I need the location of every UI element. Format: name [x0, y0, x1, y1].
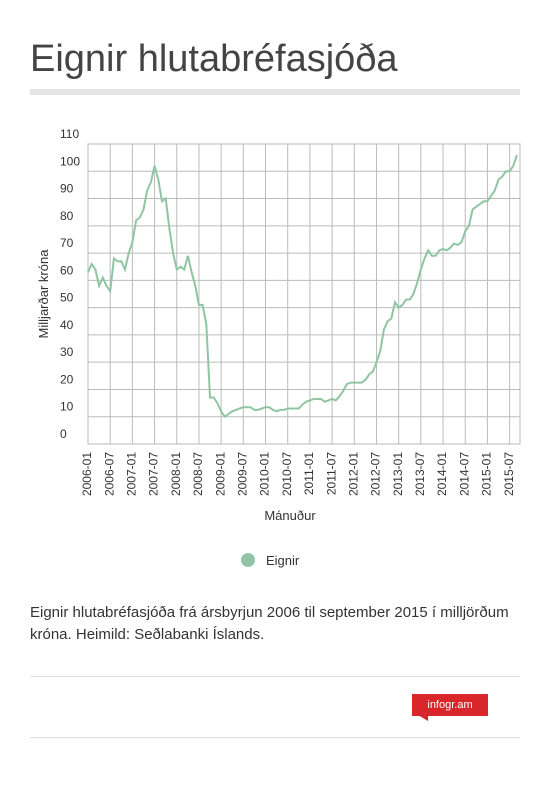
x-tick-label: 2011-07	[324, 452, 338, 495]
x-tick-label: 2012-07	[369, 452, 383, 496]
plot-frame	[87, 143, 521, 445]
y-tick-label: 80	[60, 209, 74, 223]
legend-marker	[241, 553, 255, 567]
y-tick-label: 100	[60, 154, 80, 168]
x-tick-label: 2007-07	[147, 452, 161, 496]
y-axis-label: Milljarðar króna	[36, 249, 51, 339]
x-tick-label: 2014-07	[457, 452, 471, 496]
x-tick-label: 2010-01	[258, 452, 272, 496]
logo: infogr.am	[412, 694, 488, 716]
x-tick-label: 2006-07	[102, 452, 116, 496]
x-tick-label: 2009-01	[213, 452, 227, 496]
y-tick-label: 0	[60, 427, 67, 441]
x-tick-label: 2011-01	[302, 452, 316, 495]
line	[87, 154, 518, 419]
x-tick-label: 2015-01	[480, 452, 494, 496]
x-axis-label: Mánuður	[264, 508, 316, 523]
y-tick-label: 40	[60, 318, 74, 332]
description: Eignir hlutabréfasjóða frá ársbyrjun 200…	[30, 604, 509, 643]
y-tick-label: 60	[60, 263, 74, 277]
x-tick-label: 2006-01	[80, 452, 94, 496]
x-tick-label: 2014-01	[435, 452, 449, 496]
chart: 0 10 20 30 40 50 60 70 80 90 100 110 2006-01 2006-07 2…	[36, 127, 521, 568]
divider	[30, 737, 520, 738]
x-tick-label: 2015-07	[502, 452, 516, 496]
y-tick-label: 30	[60, 345, 74, 359]
x-tick-label: 2008-01	[169, 452, 183, 496]
x-tick-label: 2009-07	[235, 452, 249, 496]
x-tick-label: 2013-01	[391, 452, 405, 496]
y-tick-label: 50	[60, 291, 74, 305]
x-tick-label: 2012-01	[346, 452, 360, 496]
x-tick-label: 2007-01	[125, 452, 139, 496]
logo-tip	[418, 715, 428, 721]
title: Eignir hlutabréfasjóða	[30, 38, 398, 80]
y-tick-label: 70	[60, 236, 74, 250]
divider	[30, 676, 520, 677]
y-tick-label: 10	[60, 400, 74, 414]
title-rule	[30, 89, 520, 95]
y-tick-label: 110	[60, 127, 79, 141]
legend-label: Eignir	[266, 553, 300, 568]
x-tick-label: 2008-07	[191, 452, 205, 496]
y-tick-label: 20	[60, 372, 74, 386]
x-tick-label: 2013-07	[413, 452, 427, 496]
x-tick-label: 2010-07	[280, 452, 294, 496]
y-tick-label: 90	[60, 182, 74, 196]
